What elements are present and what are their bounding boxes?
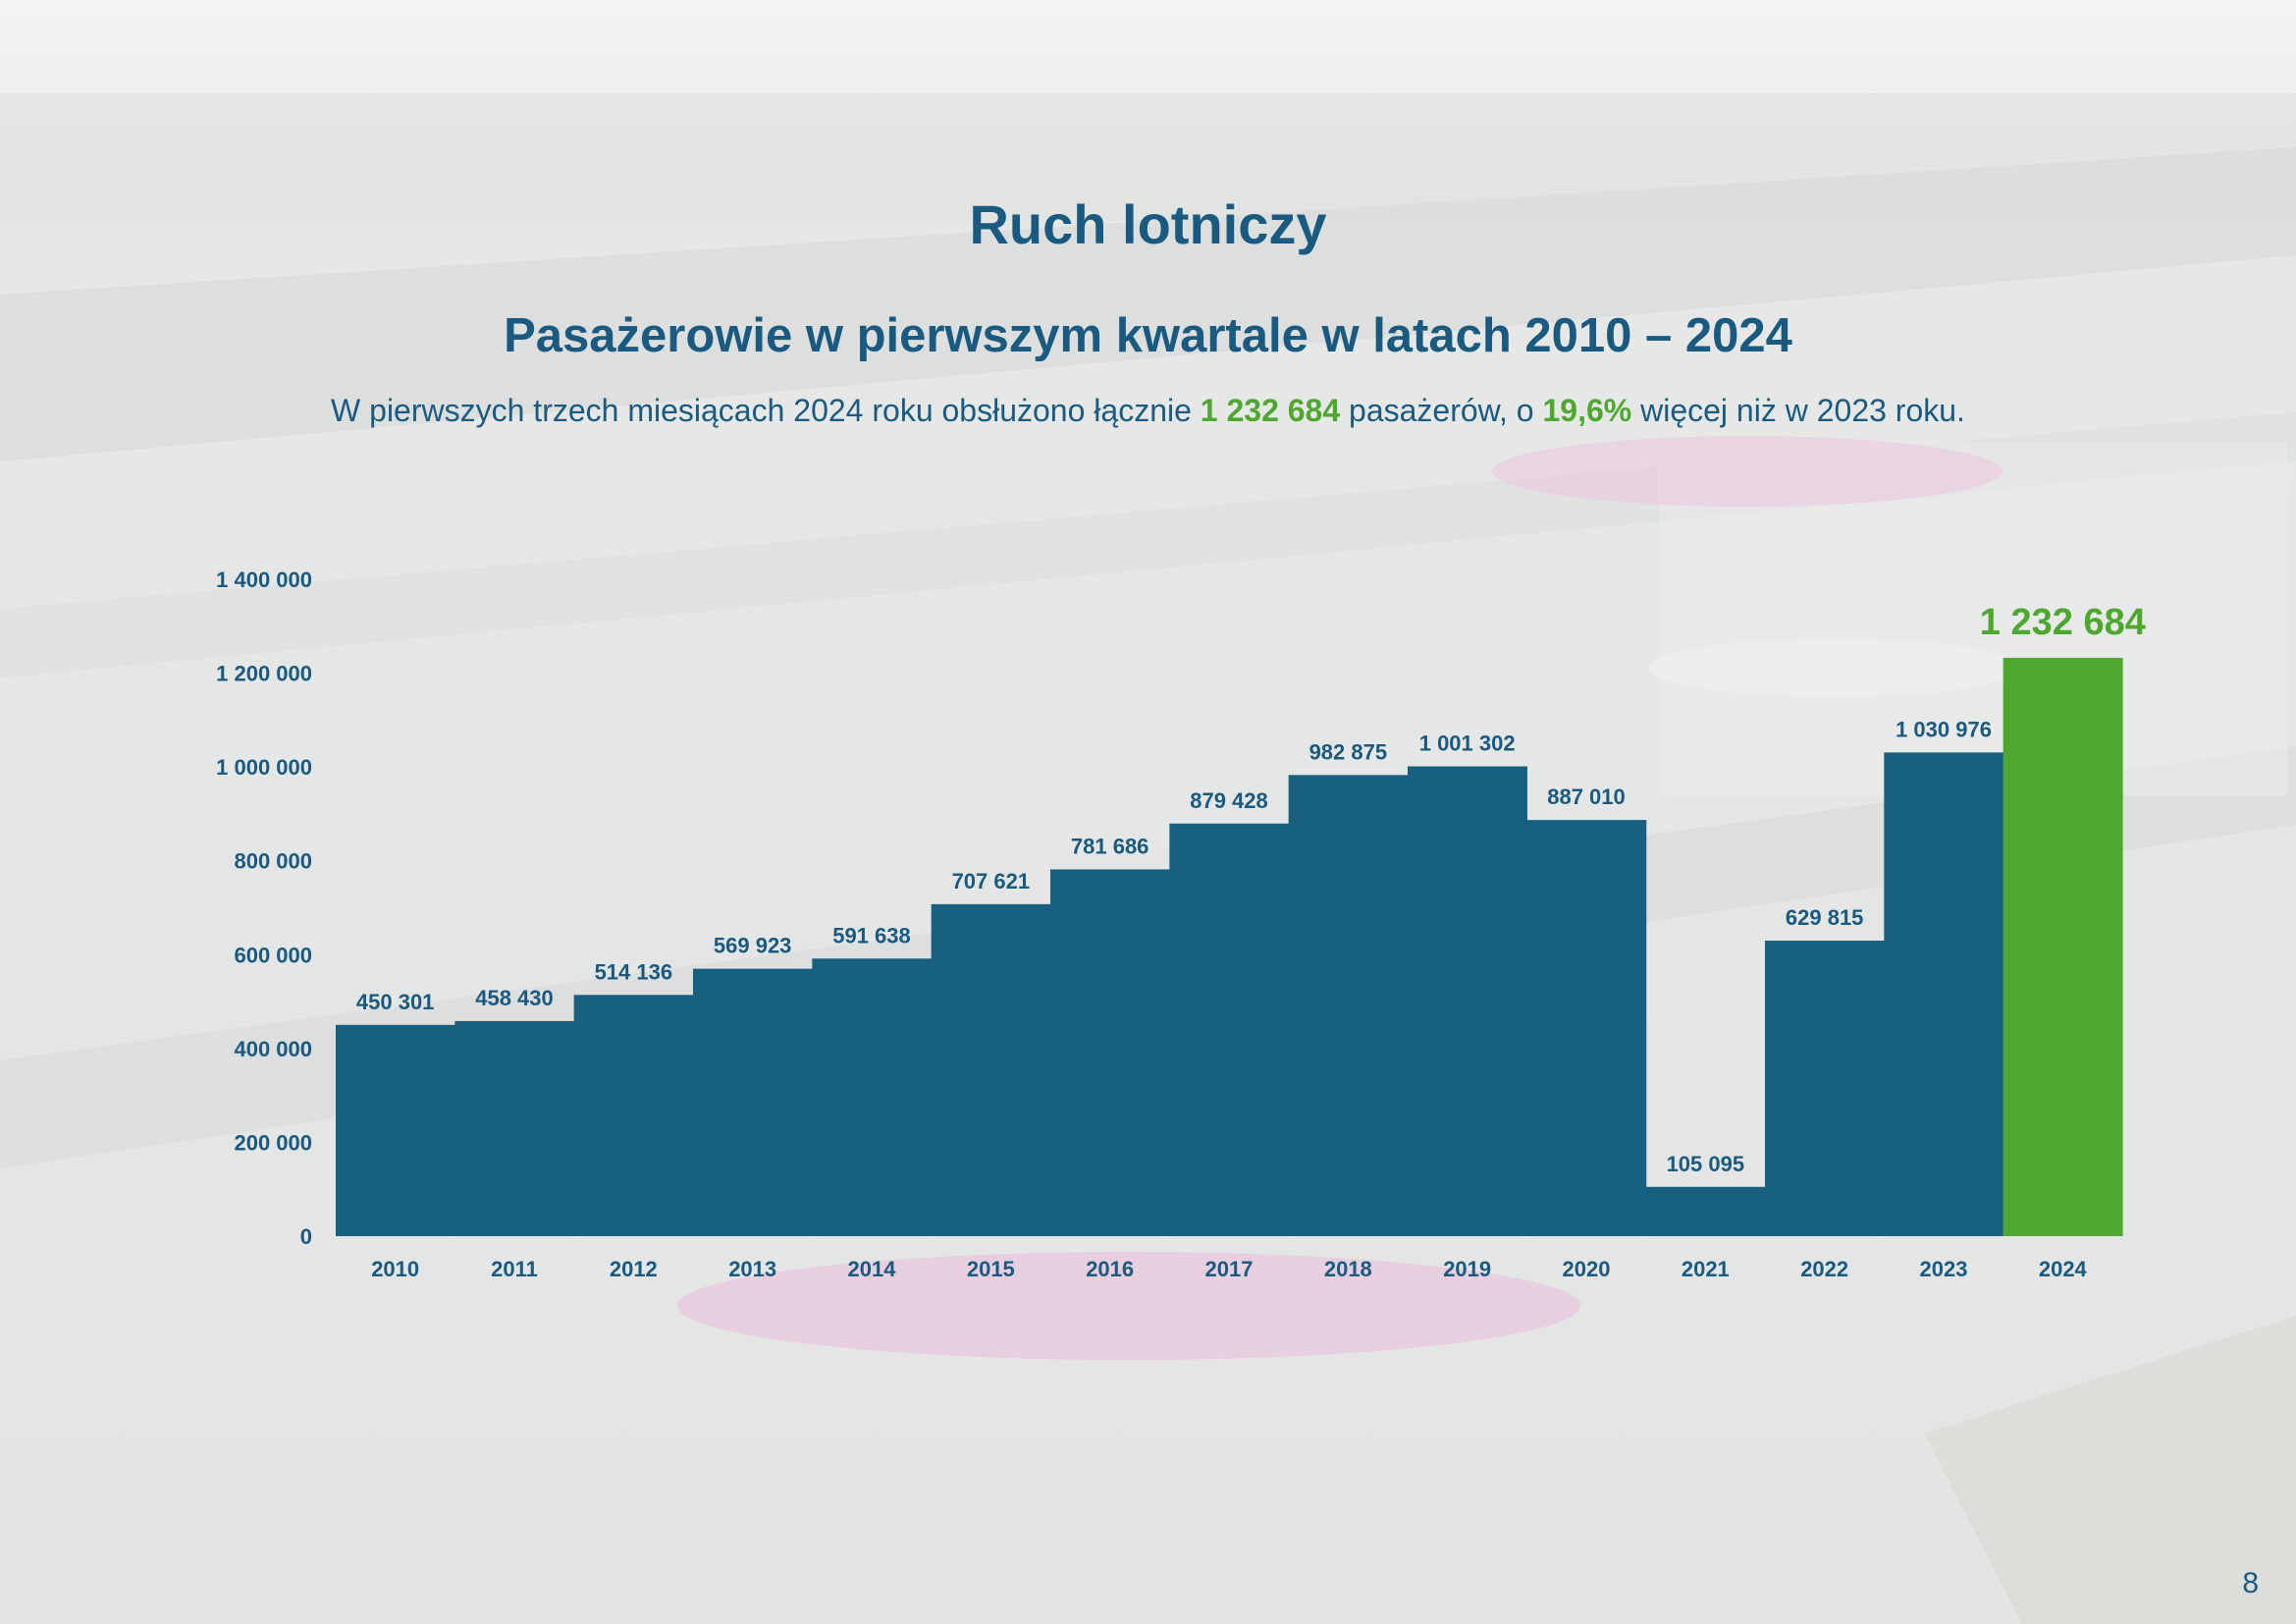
bar-2016 xyxy=(1050,869,1170,1236)
data-label-2023: 1 030 976 xyxy=(1896,717,1992,741)
summary-text: W pierwszych trzech miesiącach 2024 roku… xyxy=(0,393,2296,429)
data-label-2019: 1 001 302 xyxy=(1419,731,1516,756)
x-tick-label: 2019 xyxy=(1443,1257,1491,1281)
x-tick-label: 2018 xyxy=(1324,1257,1372,1281)
bar-2017 xyxy=(1169,823,1290,1236)
data-label-2012: 514 136 xyxy=(595,959,673,984)
bar-2022 xyxy=(1765,941,1885,1236)
y-tick-label: 1 200 000 xyxy=(216,662,312,686)
summary-percent-highlight: 19,6% xyxy=(1542,393,1632,428)
summary-part-1: W pierwszych trzech miesiącach 2024 roku… xyxy=(331,393,1201,428)
x-tick-label: 2020 xyxy=(1563,1257,1611,1281)
page-title: Ruch lotniczy xyxy=(969,193,1327,255)
y-tick-label: 1 000 000 xyxy=(216,755,312,780)
bar-2018 xyxy=(1288,775,1409,1236)
data-label-2024: 1 232 684 xyxy=(1980,602,2146,643)
data-label-2013: 569 923 xyxy=(714,934,792,958)
summary-part-3: więcej niż w 2023 roku. xyxy=(1631,393,1965,428)
x-tick-label: 2012 xyxy=(610,1257,658,1281)
data-label-2022: 629 815 xyxy=(1786,905,1864,930)
bar-2023 xyxy=(1884,752,2004,1236)
y-tick-label: 0 xyxy=(300,1224,312,1249)
bar-2019 xyxy=(1408,766,1527,1236)
data-label-2018: 982 875 xyxy=(1309,739,1388,764)
data-label-2015: 707 621 xyxy=(952,869,1031,893)
x-tick-label: 2014 xyxy=(848,1257,897,1281)
x-tick-label: 2022 xyxy=(1800,1257,1848,1281)
data-label-2016: 781 686 xyxy=(1071,834,1149,858)
bar-2013 xyxy=(693,968,813,1236)
x-tick-label: 2021 xyxy=(1682,1257,1730,1281)
bar-2012 xyxy=(573,995,694,1236)
x-tick-label: 2011 xyxy=(491,1257,538,1281)
bar-2010 xyxy=(336,1024,455,1236)
x-tick-label: 2015 xyxy=(967,1257,1015,1281)
data-label-2011: 458 430 xyxy=(475,986,554,1010)
y-tick-label: 200 000 xyxy=(234,1130,312,1155)
bar-2024 xyxy=(2002,657,2123,1236)
x-tick-label: 2010 xyxy=(371,1257,419,1281)
data-label-2021: 105 095 xyxy=(1667,1152,1745,1176)
y-tick-label: 1 400 000 xyxy=(216,568,312,592)
bar-2011 xyxy=(454,1020,575,1236)
y-tick-label: 800 000 xyxy=(234,849,312,874)
x-tick-label: 2024 xyxy=(2039,1257,2088,1281)
y-tick-label: 400 000 xyxy=(234,1037,312,1061)
bar-2021 xyxy=(1645,1186,1766,1236)
bar-2014 xyxy=(812,958,933,1236)
x-tick-label: 2016 xyxy=(1086,1257,1134,1281)
summary-part-2: pasażerów, o xyxy=(1340,393,1543,428)
bar-2015 xyxy=(931,903,1051,1236)
data-label-2020: 887 010 xyxy=(1547,785,1626,809)
summary-total-highlight: 1 232 684 xyxy=(1200,393,1341,428)
y-tick-label: 600 000 xyxy=(234,943,312,967)
data-label-2017: 879 428 xyxy=(1190,788,1268,813)
x-tick-label: 2023 xyxy=(1920,1257,1968,1281)
x-tick-label: 2017 xyxy=(1205,1257,1254,1281)
bar-2020 xyxy=(1526,820,1647,1236)
x-tick-label: 2013 xyxy=(728,1257,776,1281)
data-label-2010: 450 301 xyxy=(356,990,435,1014)
page-number: 8 xyxy=(2242,1567,2259,1599)
data-label-2014: 591 638 xyxy=(832,923,911,947)
chart-subtitle: Pasażerowie w pierwszym kwartale w latac… xyxy=(504,309,1792,362)
